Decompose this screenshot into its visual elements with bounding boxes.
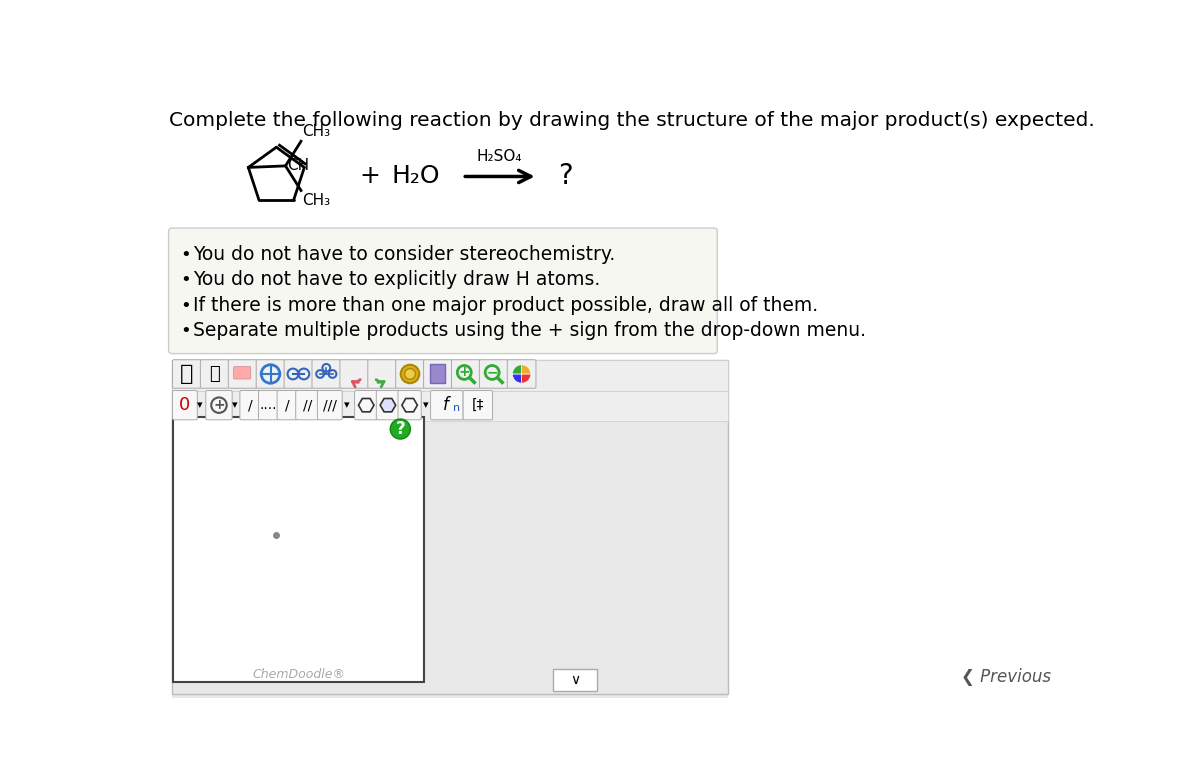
Polygon shape [380,398,396,412]
FancyBboxPatch shape [258,390,278,419]
FancyBboxPatch shape [168,228,718,354]
FancyBboxPatch shape [172,360,728,390]
FancyBboxPatch shape [234,367,251,379]
FancyBboxPatch shape [173,418,424,682]
Text: −: − [486,365,498,379]
FancyBboxPatch shape [240,390,260,419]
FancyBboxPatch shape [200,360,229,388]
Text: H₂SO₄: H₂SO₄ [476,149,522,164]
FancyBboxPatch shape [340,360,368,388]
FancyBboxPatch shape [431,390,463,419]
Text: ▾: ▾ [232,400,238,410]
Text: ?: ? [396,420,406,438]
Text: H₂O: H₂O [391,165,440,188]
FancyBboxPatch shape [377,390,400,419]
FancyBboxPatch shape [355,390,378,419]
FancyBboxPatch shape [430,365,445,383]
Text: 🧪: 🧪 [209,365,220,383]
FancyBboxPatch shape [396,360,425,388]
FancyBboxPatch shape [398,390,421,419]
Text: If there is more than one major product possible, draw all of them.: If there is more than one major product … [193,296,817,315]
Text: CH₃: CH₃ [301,124,330,139]
FancyBboxPatch shape [312,360,341,388]
Text: •: • [180,322,191,340]
Text: /: / [247,398,252,412]
Text: You do not have to consider stereochemistry.: You do not have to consider stereochemis… [193,245,614,264]
FancyBboxPatch shape [367,360,396,388]
Text: You do not have to explicitly draw H atoms.: You do not have to explicitly draw H ato… [193,270,600,289]
FancyBboxPatch shape [553,670,598,691]
Text: $\mathit{f}$: $\mathit{f}$ [442,396,452,414]
FancyBboxPatch shape [277,390,298,419]
Circle shape [404,368,415,379]
Text: ChemDoodle®: ChemDoodle® [252,668,346,681]
FancyBboxPatch shape [451,360,480,388]
FancyBboxPatch shape [424,360,452,388]
Text: Separate multiple products using the + sign from the drop-down menu.: Separate multiple products using the + s… [193,321,865,340]
Circle shape [401,365,419,383]
Text: n: n [454,403,460,413]
FancyBboxPatch shape [508,360,536,388]
Text: ▾: ▾ [343,400,349,410]
Text: /: / [284,398,289,412]
FancyBboxPatch shape [479,360,508,388]
Text: ....: .... [260,398,277,412]
Text: •: • [180,271,191,289]
FancyBboxPatch shape [206,390,232,419]
Text: CH: CH [287,158,310,173]
Text: ▾: ▾ [197,400,203,410]
Text: +: + [359,165,379,188]
Text: //: // [302,398,312,412]
FancyBboxPatch shape [173,390,197,419]
Text: ?: ? [558,162,574,191]
Wedge shape [522,365,530,374]
Text: ///: /// [323,398,337,412]
Text: ✋: ✋ [180,364,193,384]
Text: ▾: ▾ [422,400,428,410]
Wedge shape [522,374,530,383]
Text: CH₃: CH₃ [301,193,330,208]
FancyBboxPatch shape [172,390,728,421]
FancyBboxPatch shape [463,390,492,419]
Text: •: • [180,245,191,263]
FancyBboxPatch shape [256,360,284,388]
Text: +: + [214,398,224,412]
FancyBboxPatch shape [284,360,313,388]
Wedge shape [512,365,522,374]
Wedge shape [512,374,522,383]
FancyBboxPatch shape [172,360,728,698]
FancyBboxPatch shape [228,360,257,388]
Text: •: • [180,296,191,314]
Text: +: + [458,365,470,379]
Text: [‡: [‡ [472,398,484,412]
Text: ❮ Previous: ❮ Previous [960,668,1050,686]
Circle shape [390,419,410,439]
FancyBboxPatch shape [173,360,202,388]
Text: Complete the following reaction by drawing the structure of the major product(s): Complete the following reaction by drawi… [169,111,1096,130]
FancyBboxPatch shape [295,390,319,419]
FancyBboxPatch shape [317,390,342,419]
Text: ∨: ∨ [570,673,580,687]
Text: 0: 0 [179,396,191,414]
